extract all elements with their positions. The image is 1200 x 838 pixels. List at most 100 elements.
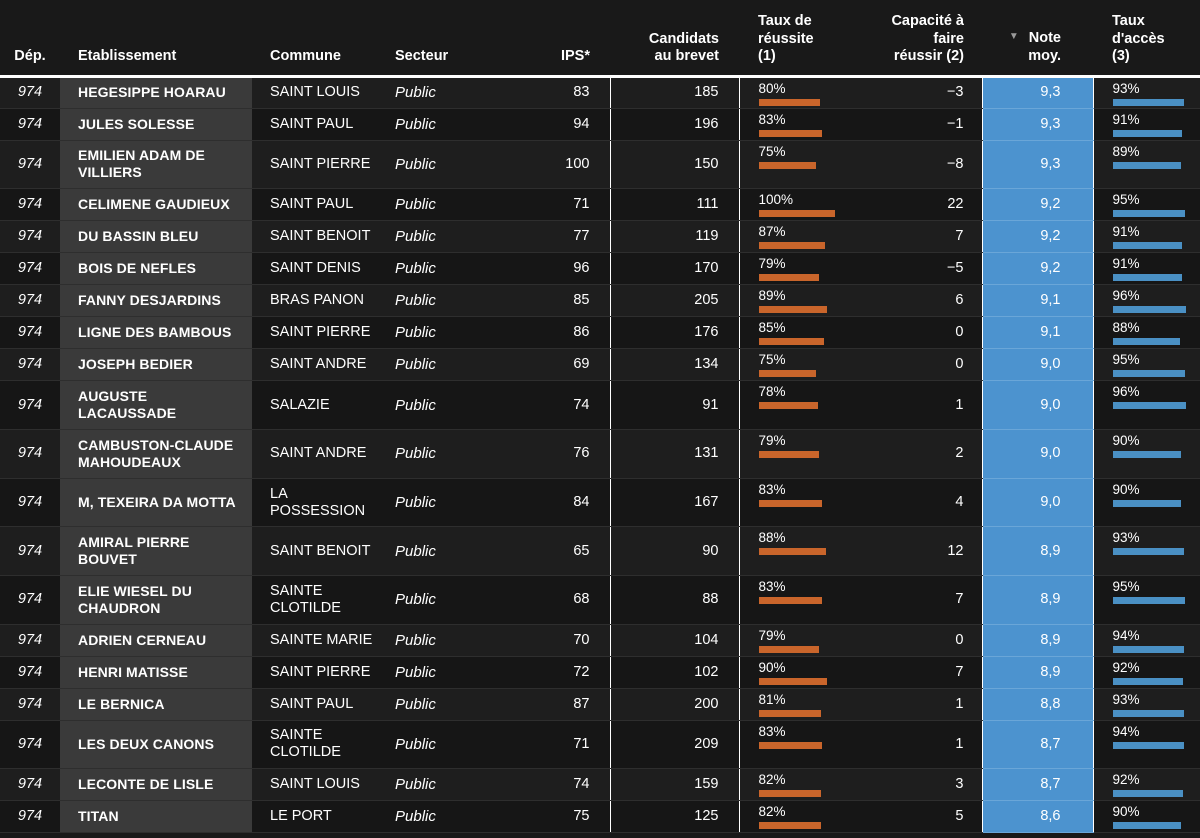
header-etablissement[interactable]: Etablissement xyxy=(78,48,177,64)
table-row[interactable]: 974 BOIS DE NEFLES SAINT DENIS Public 96 170 7… xyxy=(0,252,1200,286)
etablissement-cell: LIGNE DES BAMBOUS xyxy=(60,316,252,350)
table-row[interactable]: 974 DU BASSIN BLEU SAINT BENOIT Public 77 119… xyxy=(0,220,1200,254)
acces-cell-label: 94% xyxy=(1112,723,1140,739)
reussite-cell-label: 83% xyxy=(758,578,786,594)
acces-cell-bar-track xyxy=(1112,548,1195,556)
reussite-cell: 89% xyxy=(739,284,857,318)
acces-cell-bar xyxy=(1112,596,1185,604)
reussite-cell: 100% xyxy=(739,188,857,222)
reussite-cell-label: 82% xyxy=(758,804,786,820)
reussite-cell-label: 81% xyxy=(758,691,786,707)
table-row[interactable]: 974 AUGUSTE LACAUSSADE SALAZIE Public 74 91 78… xyxy=(0,380,1200,431)
reussite-cell-label: 78% xyxy=(758,384,786,400)
table-row[interactable]: 974 M, TEXEIRA DA MOTTA LA POSSESSION Publi… xyxy=(0,478,1200,528)
note-cell: 8,6 xyxy=(981,800,1094,834)
header-secteur[interactable]: Secteur xyxy=(395,48,449,64)
table-row[interactable]: 974 FANNY DESJARDINS BRAS PANON Public 85 205… xyxy=(0,284,1200,318)
reussite-cell-bar xyxy=(758,548,826,556)
table-row[interactable]: 974 LES DEUX CANONS SAINTE CLOTILDE Public 7… xyxy=(0,720,1200,770)
acces-cell-label: 90% xyxy=(1112,481,1140,497)
commune-cell: SAINT PAUL xyxy=(252,108,389,141)
acces-cell-bar xyxy=(1112,451,1181,459)
table-row[interactable]: 974 JULES SOLESSE SAINT PAUL Public 94 196 83%… xyxy=(0,108,1200,141)
reussite-cell-bar-track xyxy=(758,161,852,169)
header-capacite[interactable]: Capacité à faire réussir (2) xyxy=(857,0,982,76)
ips-cell: 76 xyxy=(489,429,611,479)
acces-cell-bar-track xyxy=(1112,242,1195,250)
table-row[interactable]: 974 CELIMENE GAUDIEUX SAINT PAUL Public 71 11… xyxy=(0,188,1200,222)
reussite-cell-bar-track xyxy=(758,306,852,314)
sort-desc-icon[interactable]: ▼ xyxy=(1008,30,1019,42)
candidats-cell: 200 xyxy=(610,688,740,721)
table-row[interactable]: 974 LIGNE DES BAMBOUS SAINT PIERRE Public 86… xyxy=(0,316,1200,350)
table-row[interactable]: 974 ADRIEN CERNEAU SAINTE MARIE Public 70 104… xyxy=(0,624,1200,657)
header-taux-acces[interactable]: Taux d'accès (3) xyxy=(1093,0,1200,76)
dep-cell: 974 xyxy=(0,140,60,190)
reussite-cell-bar-track xyxy=(758,596,852,604)
reussite-cell-bar-track xyxy=(758,548,852,556)
reussite-cell-bar xyxy=(758,242,825,250)
table-row[interactable]: 974 TITAN LE PORT Public 75 125 82% 5 8,6 90% xyxy=(0,800,1200,834)
candidats-cell: 209 xyxy=(610,720,740,770)
header-ips[interactable]: IPS* xyxy=(560,48,590,64)
table-row[interactable]: 974 EMILIEN ADAM DE VILLIERS SAINT PIERRE P… xyxy=(0,140,1200,190)
reussite-cell: 79% xyxy=(739,429,857,479)
acces-cell-label: 96% xyxy=(1112,288,1140,304)
secteur-cell: Public xyxy=(389,252,489,286)
table-row[interactable]: 974 AMIRAL PIERRE BOUVET SAINT BENOIT Publi… xyxy=(0,526,1200,576)
header-taux-reussite[interactable]: Taux de réussite (1) xyxy=(739,0,857,76)
reussite-cell-bar-track xyxy=(758,210,852,218)
etablissement-cell: AMIRAL PIERRE BOUVET xyxy=(60,526,252,576)
header-candidats[interactable]: Candidats au brevet xyxy=(610,0,739,76)
header-note[interactable]: ▼ Note moy. xyxy=(982,0,1093,76)
commune-cell: SALAZIE xyxy=(252,380,389,431)
ips-cell: 75 xyxy=(489,800,611,834)
reussite-cell-bar-track xyxy=(758,338,852,346)
commune-cell: SAINT PAUL xyxy=(252,688,389,721)
acces-cell: 96% xyxy=(1093,380,1200,431)
header-candidats-line1: Candidats xyxy=(648,30,719,47)
etablissement-cell: JULES SOLESSE xyxy=(60,108,252,141)
table-row[interactable]: 974 HEGESIPPE HOARAU SAINT LOUIS Public 83 18… xyxy=(0,76,1200,109)
reussite-cell-label: 75% xyxy=(758,352,786,368)
note-cell: 9,0 xyxy=(981,380,1094,431)
header-dep[interactable]: Dép. xyxy=(14,48,46,64)
reussite-cell-bar xyxy=(758,210,835,218)
header-commune[interactable]: Commune xyxy=(270,48,341,64)
ips-cell: 72 xyxy=(489,656,611,689)
candidats-cell: 167 xyxy=(610,478,740,528)
table-row[interactable]: 974 LE BERNICA SAINT PAUL Public 87 200 81% 1 8,… xyxy=(0,688,1200,721)
acces-cell-label: 95% xyxy=(1112,578,1140,594)
acces-cell-bar xyxy=(1112,161,1181,169)
table-row[interactable]: 974 CAMBUSTON-CLAUDE MAHOUDEAUX SAINT ANDR… xyxy=(0,429,1200,479)
reussite-cell-bar xyxy=(758,274,819,282)
acces-cell-bar-track xyxy=(1112,790,1195,798)
table-body: 974 HEGESIPPE HOARAU SAINT LOUIS Public 83 18… xyxy=(0,76,1200,834)
reussite-cell-bar xyxy=(758,161,816,169)
table-row[interactable]: 974 HENRI MATISSE SAINT PIERRE Public 72 102 9… xyxy=(0,656,1200,689)
reussite-cell: 83% xyxy=(739,720,857,770)
etablissement-cell: DU BASSIN BLEU xyxy=(60,220,252,254)
table-row[interactable]: 974 ELIE WIESEL DU CHAUDRON SAINTE CLOTILD… xyxy=(0,575,1200,625)
secteur-cell: Public xyxy=(389,316,489,350)
reussite-cell: 83% xyxy=(739,575,857,625)
acces-cell-bar xyxy=(1112,548,1184,556)
acces-cell: 91% xyxy=(1093,108,1200,141)
candidats-cell: 170 xyxy=(610,252,740,286)
etablissement-cell: FANNY DESJARDINS xyxy=(60,284,252,318)
table-row[interactable]: 974 LECONTE DE LISLE SAINT LOUIS Public 74 15… xyxy=(0,768,1200,802)
acces-cell-bar-track xyxy=(1112,210,1195,218)
commune-cell: SAINT LOUIS xyxy=(252,768,389,802)
commune-cell: SAINTE CLOTILDE xyxy=(252,575,389,625)
acces-cell-bar-track xyxy=(1112,98,1195,106)
reussite-cell: 83% xyxy=(739,478,857,528)
ips-cell: 100 xyxy=(489,140,611,190)
commune-cell: SAINT ANDRE xyxy=(252,429,389,479)
candidats-cell: 102 xyxy=(610,656,740,689)
note-cell: 8,9 xyxy=(981,624,1094,657)
commune-cell: SAINT BENOIT xyxy=(252,220,389,254)
header-reussite-line3: (1) xyxy=(758,48,776,64)
header-acces-line1: Taux xyxy=(1112,13,1145,29)
reussite-cell-label: 100% xyxy=(758,192,794,208)
table-row[interactable]: 974 JOSEPH BEDIER SAINT ANDRE Public 69 134 75… xyxy=(0,348,1200,382)
